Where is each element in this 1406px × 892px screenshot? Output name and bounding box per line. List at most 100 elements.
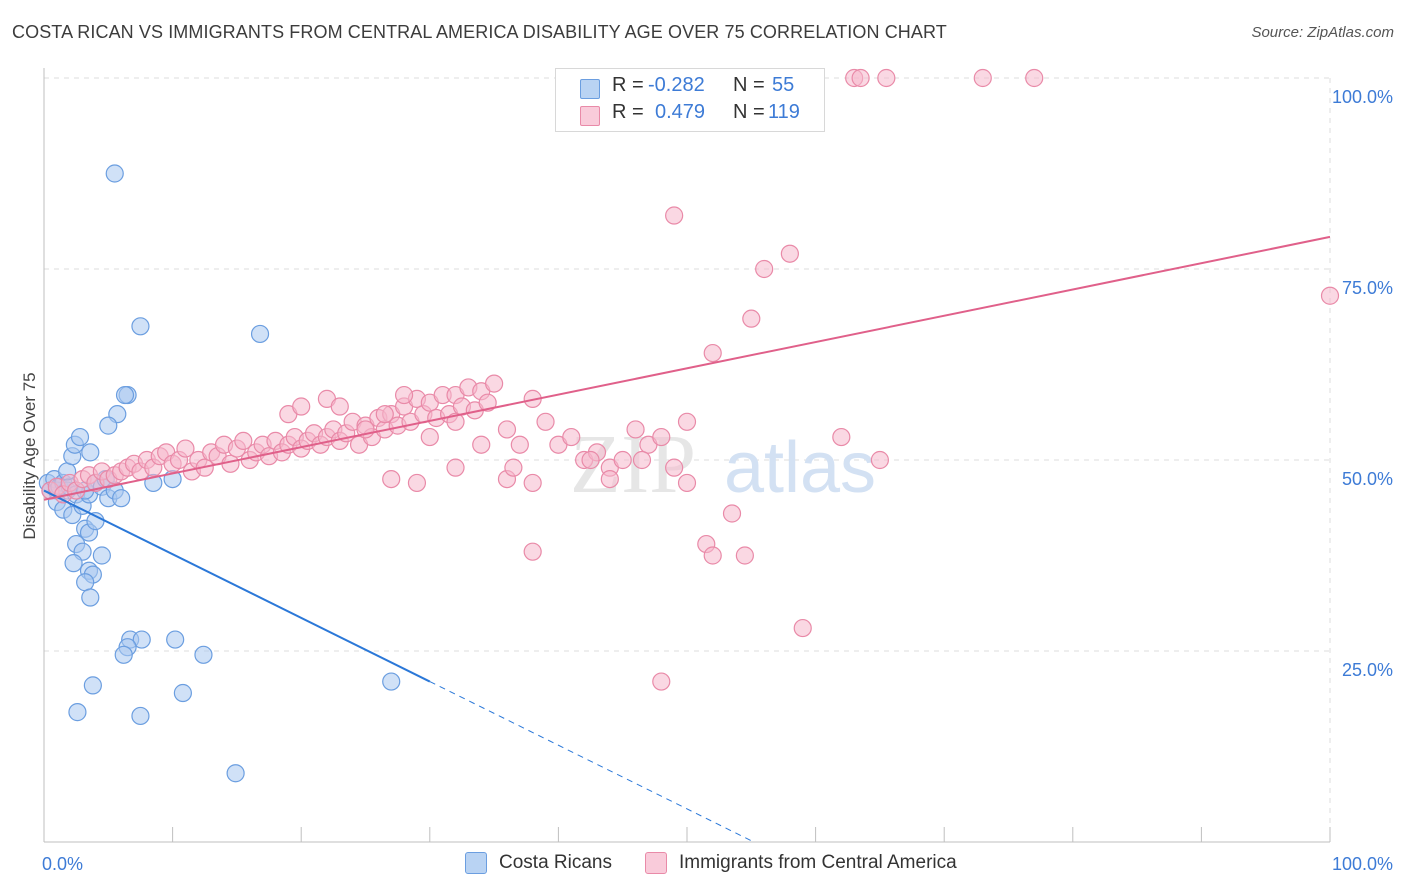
- data-point: [510, 435, 529, 454]
- data-point: [446, 412, 465, 431]
- data-point: [1025, 68, 1044, 88]
- watermark-atlas: atlas: [724, 428, 876, 508]
- data-point: [234, 431, 253, 450]
- data-point: [523, 473, 542, 493]
- data-point: [497, 420, 517, 439]
- data-point: [226, 764, 245, 783]
- data-point: [665, 458, 684, 477]
- x-tick-label: 0.0%: [42, 854, 83, 874]
- legend-r-value: 0.479: [655, 101, 706, 123]
- data-point: [330, 397, 349, 416]
- data-point: [132, 630, 151, 649]
- legend-n-label: N =: [733, 101, 765, 123]
- data-point: [407, 473, 427, 493]
- data-point: [677, 412, 697, 431]
- data-point: [83, 676, 102, 695]
- data-point: [973, 68, 992, 88]
- data-point: [1320, 286, 1340, 305]
- legend-r-label: R =: [612, 74, 644, 96]
- data-point: [793, 618, 812, 638]
- data-point: [478, 393, 497, 412]
- data-point: [64, 554, 83, 573]
- data-point: [600, 470, 619, 489]
- data-point: [851, 68, 870, 88]
- data-point: [70, 427, 90, 447]
- data-point: [703, 343, 722, 363]
- data-point: [382, 672, 401, 691]
- data-point: [613, 450, 632, 470]
- trend-line-immigrants: [43, 235, 1331, 501]
- data-point: [114, 645, 133, 664]
- axes: [43, 68, 1331, 843]
- data-point: [703, 546, 722, 565]
- data-point: [194, 645, 213, 664]
- data-point: [485, 374, 504, 393]
- data-point: [81, 443, 100, 462]
- data-point: [166, 630, 185, 649]
- y-tick-label: 25.0%: [1342, 660, 1393, 680]
- data-point: [536, 412, 555, 431]
- data-point: [626, 420, 645, 439]
- data-point: [722, 504, 742, 523]
- legend-row-immigrants: R = 0.479 N = 119: [556, 101, 824, 129]
- data-point: [652, 672, 671, 691]
- legend-r-value: -0.282: [648, 74, 705, 96]
- data-point: [105, 164, 124, 183]
- data-point: [92, 546, 111, 565]
- data-point: [292, 397, 311, 416]
- data-point: [446, 458, 465, 477]
- data-point: [870, 450, 890, 470]
- legend-row-costa-ricans: R = -0.282 N = 55: [556, 74, 824, 102]
- data-point: [131, 317, 150, 336]
- data-point: [250, 324, 270, 344]
- correlation-legend: R = -0.282 N = 55 R = 0.479 N = 119: [555, 68, 825, 132]
- data-point: [677, 473, 697, 493]
- data-point: [652, 427, 671, 447]
- data-point: [742, 309, 761, 328]
- data-point: [523, 542, 542, 561]
- tick-labels: 25.0% 50.0% 75.0% 100.0% 0.0% 100.0%: [42, 87, 1393, 874]
- series-immigrants: [41, 68, 1340, 691]
- data-point: [755, 259, 774, 279]
- legend-label: Immigrants from Central America: [679, 852, 957, 873]
- data-point: [81, 588, 100, 607]
- legend-n-value: 55: [772, 74, 795, 96]
- trend-line-costa-ricans: [43, 489, 431, 683]
- source-label: Source: ZipAtlas.com: [1251, 24, 1394, 41]
- data-point: [504, 458, 523, 477]
- data-point: [382, 470, 401, 489]
- data-point: [780, 244, 799, 263]
- legend-n-label: N =: [733, 74, 765, 96]
- legend-swatch-pink: [580, 106, 600, 126]
- legend-swatch-blue: [465, 852, 487, 874]
- data-point: [375, 405, 394, 424]
- data-point: [176, 439, 195, 458]
- data-point: [394, 385, 414, 405]
- data-point: [665, 206, 684, 225]
- data-point: [562, 427, 581, 447]
- data-point: [420, 427, 439, 447]
- y-tick-label: 100.0%: [1332, 87, 1393, 107]
- legend-swatch-blue: [580, 79, 600, 99]
- data-point: [68, 703, 87, 722]
- data-point: [832, 427, 851, 447]
- data-point: [173, 683, 192, 703]
- trend-lines: [43, 235, 1331, 843]
- y-tick-label: 75.0%: [1342, 278, 1393, 298]
- data-point: [131, 706, 150, 726]
- data-point: [472, 435, 491, 454]
- chart-title: COSTA RICAN VS IMMIGRANTS FROM CENTRAL A…: [12, 22, 947, 42]
- legend-label: Costa Ricans: [499, 852, 612, 873]
- data-point: [581, 450, 600, 470]
- data-point: [877, 68, 896, 88]
- data-point: [112, 489, 131, 508]
- data-point: [115, 385, 135, 405]
- legend-r-label: R =: [612, 101, 644, 123]
- y-tick-label: 50.0%: [1342, 469, 1393, 489]
- data-point: [76, 573, 95, 592]
- data-point: [735, 546, 754, 565]
- x-tick-label: 100.0%: [1332, 854, 1393, 874]
- legend-n-value: 119: [768, 101, 800, 123]
- trend-line-costa-ricans-extension: [429, 681, 755, 843]
